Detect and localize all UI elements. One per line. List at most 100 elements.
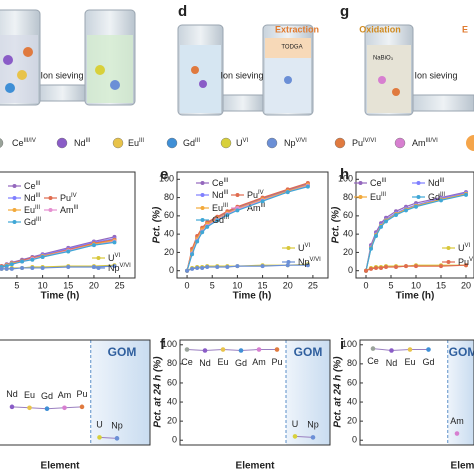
data-point — [30, 257, 35, 262]
x-tick-label: 15 — [436, 280, 446, 290]
data-point — [9, 262, 14, 267]
legend-label: PuIV — [60, 193, 77, 204]
category-label: Am — [252, 357, 266, 367]
x-tick-label: 10 — [232, 280, 242, 290]
x-axis-label: Time (h) — [233, 291, 272, 302]
legend-marker — [200, 218, 205, 222]
data-point — [195, 265, 200, 270]
element-symbol: Gd — [24, 217, 36, 227]
element-symbol: Eu — [212, 203, 223, 213]
data-point — [404, 264, 408, 269]
data-point — [305, 263, 310, 268]
x-tick-label: 15 — [258, 280, 268, 290]
element-symbol: Nd — [74, 138, 86, 148]
data-point — [202, 348, 208, 353]
plot-frame — [0, 339, 151, 446]
charge-state: VI — [115, 253, 121, 259]
y-tick-label: 80 — [347, 358, 357, 368]
data-point — [256, 347, 262, 352]
data-point — [185, 268, 190, 273]
solution — [87, 35, 133, 103]
x-axis-label: Element — [236, 461, 276, 472]
schematic-label: Ion sieving — [414, 70, 457, 80]
x-tick-label: 0 — [185, 280, 190, 290]
element-symbol: Gd — [212, 215, 224, 225]
legend-marker — [446, 246, 451, 250]
charge-state: VI — [243, 138, 249, 144]
data-point — [97, 435, 102, 440]
y-tick-label: 40 — [167, 396, 177, 406]
category-label: Gd — [422, 357, 434, 367]
plot-frame — [0, 171, 136, 279]
panel-letter: g — [340, 3, 349, 20]
charge-state: III — [261, 203, 266, 209]
charge-state: III — [224, 215, 229, 221]
charge-state: III — [381, 192, 386, 198]
charge-state: V/VI — [310, 257, 322, 263]
data-point — [374, 265, 378, 270]
charge-state: IV — [71, 193, 77, 199]
y-tick-label: 100 — [162, 339, 177, 349]
charge-state: V/VI — [120, 263, 132, 269]
x-axis-label: Element — [41, 461, 81, 472]
data-point — [369, 266, 373, 271]
solution — [265, 58, 311, 113]
data-point — [379, 224, 383, 229]
legend-marker — [358, 181, 363, 185]
y-tick-label: 40 — [347, 396, 357, 406]
y-tick-label: 40 — [164, 229, 174, 239]
y-tick-label: 0 — [352, 435, 357, 445]
data-point — [285, 190, 290, 195]
legend-swatch — [56, 137, 68, 149]
legend-marker — [12, 208, 17, 212]
element-symbol: Am — [247, 203, 261, 213]
x-tick-label: 25 — [308, 280, 318, 290]
ion — [23, 47, 33, 57]
element-symbol: U — [458, 243, 465, 253]
legend-label: GdIII — [428, 192, 445, 203]
legend-label: AmIII/VI — [412, 138, 438, 149]
element-symbol: Np — [108, 263, 120, 273]
data-point — [260, 199, 265, 204]
schematic-label: Ion sieving — [40, 70, 83, 80]
panel-letter: f — [160, 336, 166, 353]
charge-state: VI — [465, 243, 471, 249]
data-point — [190, 252, 195, 257]
x-tick-label: 15 — [63, 280, 73, 290]
legend-label: GdIII — [24, 217, 41, 228]
charge-state: III — [224, 178, 229, 184]
category-label: Nd — [386, 358, 398, 368]
data-point — [235, 264, 240, 269]
charge-state: III — [223, 203, 228, 209]
charge-state: III — [36, 193, 41, 199]
schematic-left: Ion sieving — [0, 9, 136, 106]
category-label: Gd — [41, 391, 53, 401]
x-axis-label: Time (h) — [41, 291, 80, 302]
legend-marker — [12, 184, 17, 188]
y-tick-label: 0 — [348, 265, 353, 275]
legend-swatch — [0, 138, 4, 148]
schematic-label: Extraction — [275, 24, 319, 34]
gom-region — [286, 340, 330, 445]
x-tick-label: 10 — [411, 280, 421, 290]
legend-label: GdIII — [212, 215, 229, 226]
element-symbol: Np — [284, 138, 296, 148]
category-label: Ce — [367, 356, 379, 366]
legend-label: PuIV/VI — [352, 138, 376, 149]
element-symbol: Eu — [128, 138, 139, 148]
series-line — [294, 435, 314, 438]
chart: GOM 0 20 40 60 80 100 Ce Nd Eu Gd Am Pu U Np Element Pct… — [153, 336, 331, 472]
gom-label: GOM — [108, 345, 137, 359]
data-point — [4, 266, 9, 271]
data-point — [66, 265, 71, 270]
element-symbol: Ce — [212, 178, 224, 188]
schematic-label: Ion sieving — [220, 70, 263, 80]
element-symbol: Nd — [212, 190, 224, 200]
data-point — [454, 431, 460, 436]
schematic-g: g Oxidation NaBiO₃ Ion sieving E — [340, 3, 474, 116]
ion — [3, 55, 13, 65]
data-point — [9, 404, 15, 410]
y-tick-label: 80 — [343, 192, 353, 202]
charge-state: III — [35, 205, 40, 211]
